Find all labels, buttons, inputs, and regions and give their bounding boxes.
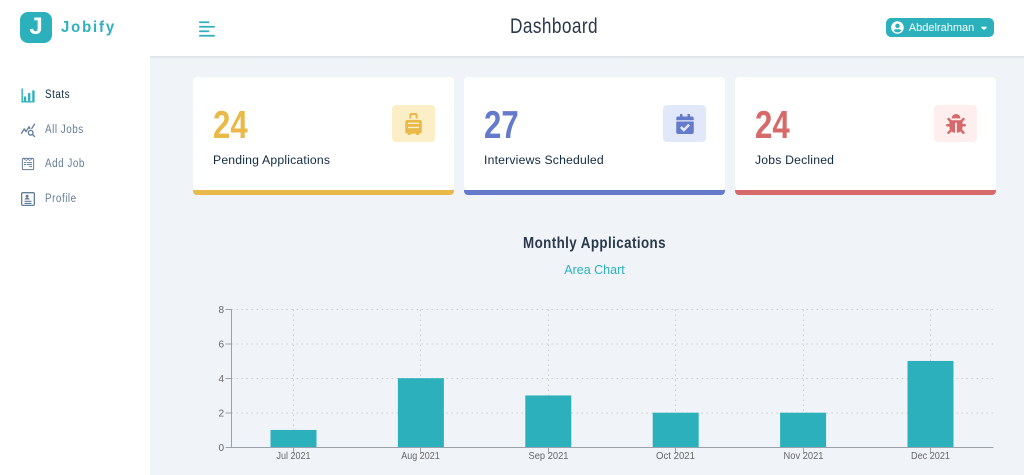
svg-text:6: 6 <box>218 340 224 351</box>
svg-text:4: 4 <box>218 374 224 385</box>
svg-text:Aug 2021: Aug 2021 <box>401 451 440 462</box>
svg-text:0: 0 <box>218 443 224 454</box>
svg-text:Nov 2021: Nov 2021 <box>784 451 824 462</box>
svg-text:Jul 2021: Jul 2021 <box>277 451 311 462</box>
svg-text:Dec 2021: Dec 2021 <box>911 451 950 462</box>
svg-text:8: 8 <box>218 305 224 316</box>
svg-text:2: 2 <box>218 409 224 420</box>
svg-text:Oct 2021: Oct 2021 <box>656 451 695 462</box>
svg-text:Sep 2021: Sep 2021 <box>529 451 569 462</box>
